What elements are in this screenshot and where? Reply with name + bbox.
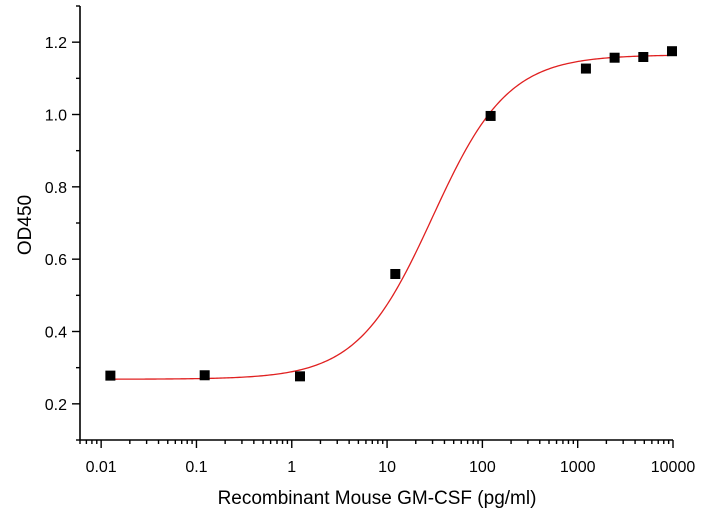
y-tick-label: 0.2 xyxy=(45,397,67,414)
x-ticks: 0.01 0.1 1 10 100 1000 10000 xyxy=(79,440,696,476)
x-tick-label: 100 xyxy=(469,459,496,476)
y-tick-label: 1.0 xyxy=(45,108,67,125)
x-tick-label: 1 xyxy=(287,459,296,476)
y-tick-label: 0.4 xyxy=(45,325,67,342)
x-tick-label: 0.01 xyxy=(86,459,117,476)
data-point xyxy=(638,51,649,62)
plot-area xyxy=(105,46,677,382)
x-axis-title: Recombinant Mouse GM-CSF (pg/ml) xyxy=(218,488,537,509)
y-tick-label: 0.6 xyxy=(45,252,67,269)
data-point xyxy=(105,370,116,381)
data-point xyxy=(390,268,401,279)
y-ticks: 0.2 0.4 0.6 0.8 1.0 1.2 xyxy=(45,5,80,441)
data-point xyxy=(199,370,210,381)
data-point xyxy=(609,52,620,63)
data-points xyxy=(105,46,677,382)
y-tick-label: 0.8 xyxy=(45,180,67,197)
x-tick-label: 10000 xyxy=(651,459,696,476)
axes: 0.01 0.1 1 10 100 1000 10000 0.2 0.4 0.6 0.8 1.0 1.… xyxy=(45,5,696,476)
data-point xyxy=(580,63,591,74)
data-point xyxy=(485,110,496,121)
fit-curve xyxy=(110,54,673,380)
y-tick-label: 1.2 xyxy=(45,35,67,52)
x-tick-label: 0.1 xyxy=(185,459,207,476)
data-point xyxy=(666,46,677,57)
x-tick-label: 10 xyxy=(378,459,396,476)
y-axis-title: OD450 xyxy=(15,195,36,255)
x-tick-label: 1000 xyxy=(560,459,596,476)
data-point xyxy=(294,371,305,382)
